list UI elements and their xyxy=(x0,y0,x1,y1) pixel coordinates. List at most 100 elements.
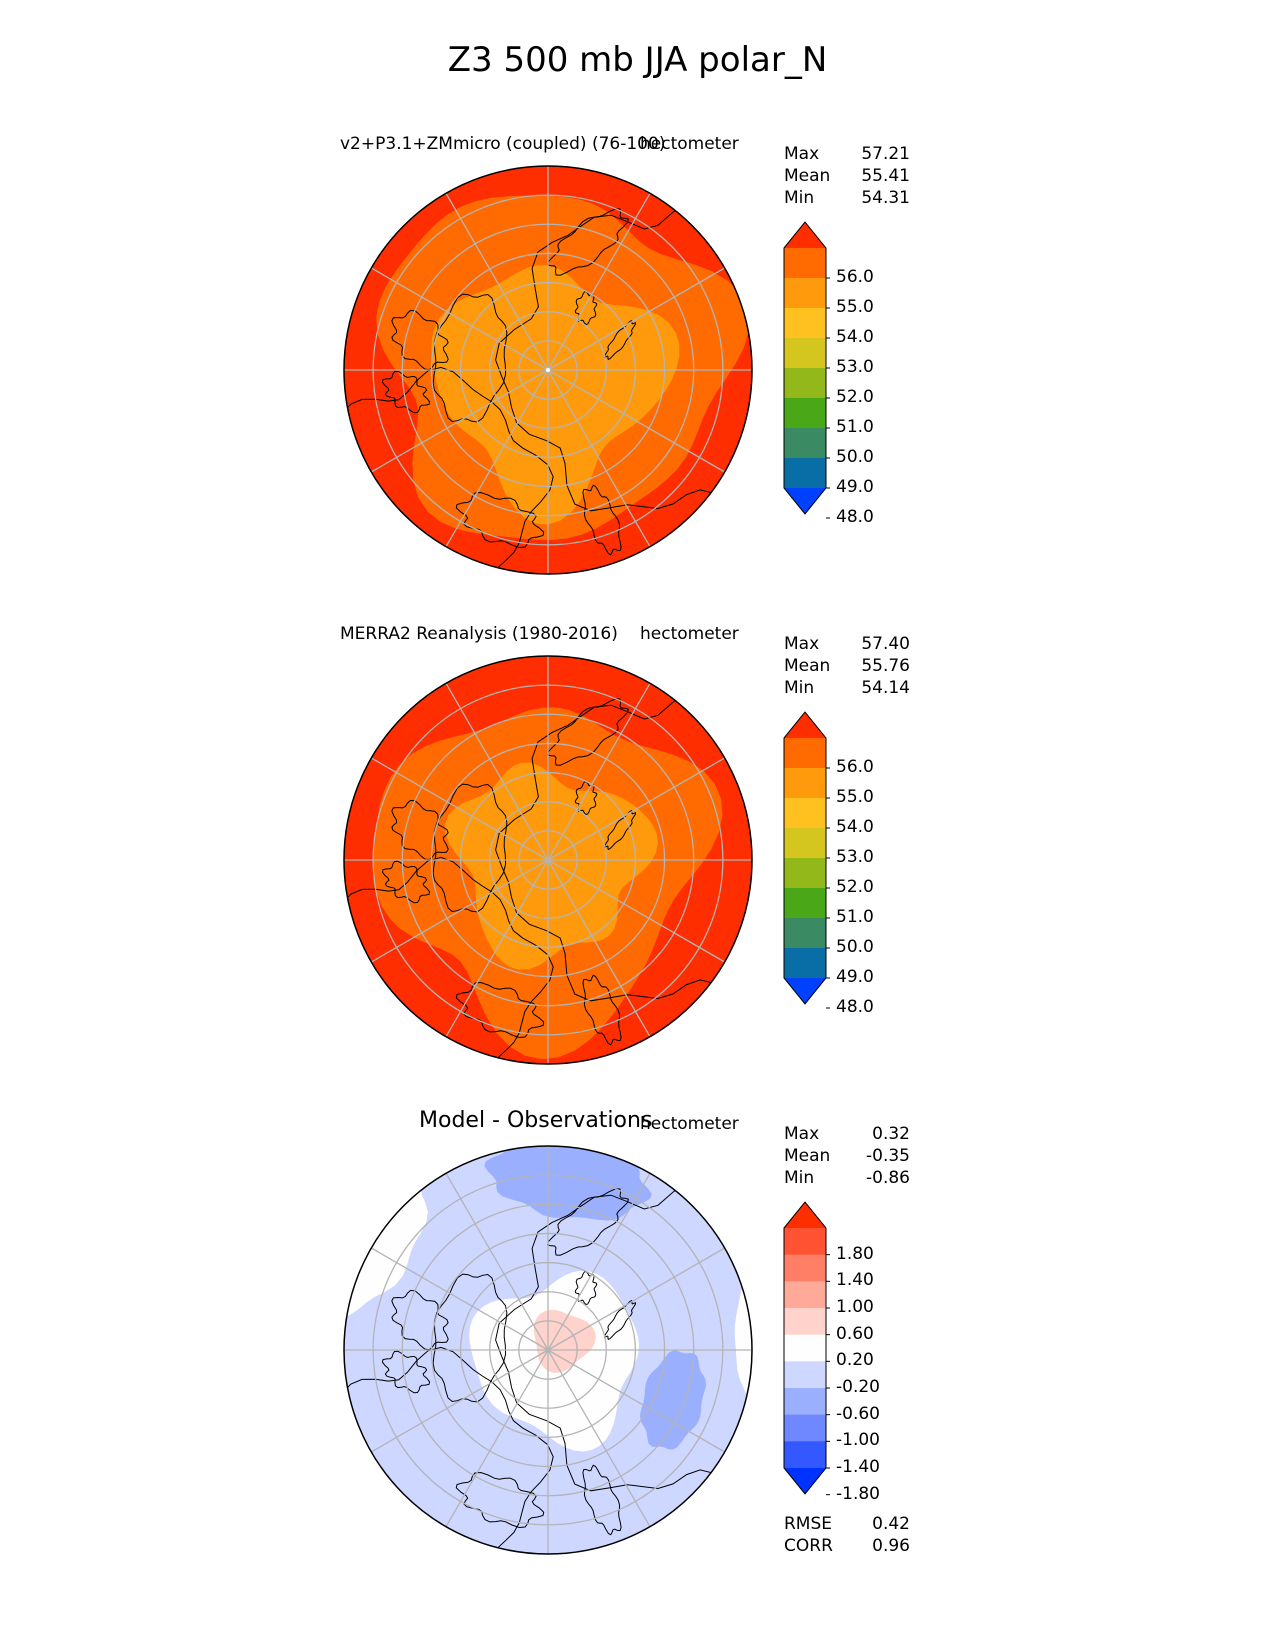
colorbar-bin xyxy=(784,1361,826,1389)
graticule xyxy=(344,1146,752,1554)
longitude-line xyxy=(445,1173,549,1351)
coastline xyxy=(603,809,637,851)
figure-title: Z3 500 mb JJA polar_N xyxy=(447,40,828,80)
colorbar-tick-label: 48.0 xyxy=(836,507,874,527)
colorbar-tick-label: 52.0 xyxy=(836,877,874,897)
colorbar-bin xyxy=(784,368,826,399)
colorbar-bin xyxy=(784,1254,826,1282)
panel-2-units: hectometer xyxy=(640,624,739,644)
colorbar-bin xyxy=(784,308,826,339)
coastline xyxy=(574,780,598,816)
colorbar-bin xyxy=(784,398,826,429)
longitude-line xyxy=(371,369,549,473)
map-boundary xyxy=(343,165,753,575)
colorbar-tick-label: 1.00 xyxy=(836,1297,874,1317)
colorbar-bin xyxy=(784,1281,826,1309)
panel-3-stat-value: -0.86 xyxy=(866,1168,910,1188)
corr-value: 0.96 xyxy=(872,1536,910,1556)
panel-1-stat-label: Max xyxy=(784,144,820,164)
colorbar-bin xyxy=(784,278,826,309)
longitude-line xyxy=(445,369,549,547)
colorbar-panel-2 xyxy=(783,711,830,1009)
longitude-line xyxy=(371,757,549,861)
colorbar-bin xyxy=(784,458,826,489)
coastline xyxy=(381,860,431,904)
panel-1-stat-label: Min xyxy=(784,188,815,208)
panel-1-stat-value: 57.21 xyxy=(861,144,910,164)
longitude-line xyxy=(547,369,651,547)
colorbar-tick-label: -0.60 xyxy=(836,1403,880,1424)
colorbar-bin xyxy=(784,1228,826,1256)
longitude-line xyxy=(445,193,549,371)
contour-fill xyxy=(533,1309,596,1373)
panel-3-stat-label: Mean xyxy=(784,1146,831,1166)
colorbar-extension-top xyxy=(784,1202,826,1228)
longitude-line xyxy=(371,267,549,371)
colorbar-tick-label: 52.0 xyxy=(836,387,874,407)
coastline xyxy=(381,1350,431,1394)
colorbar-tick-label: 54.0 xyxy=(836,817,874,837)
colorbar-bin xyxy=(784,888,826,919)
coastline xyxy=(582,974,622,1046)
contour-fill xyxy=(734,1279,752,1401)
colorbar-tick-label: 49.0 xyxy=(836,967,874,987)
colorbar-bin xyxy=(784,738,826,769)
coastline xyxy=(582,484,622,556)
coastline xyxy=(455,1471,545,1529)
coastline xyxy=(455,491,545,549)
panel-1-title: v2+P3.1+ZMmicro (coupled) (76-100) xyxy=(340,134,666,154)
panel-3-stat-value: -0.35 xyxy=(866,1146,910,1166)
colorbar-tick-label: 50.0 xyxy=(836,447,874,467)
colorbar-tick-label: 49.0 xyxy=(836,477,874,497)
colorbar-tick-label: 51.0 xyxy=(836,417,874,437)
map-field xyxy=(344,656,752,1064)
panel-2-stat-value: 55.76 xyxy=(861,656,910,676)
colorbar-tick-label: 0.60 xyxy=(836,1323,874,1344)
longitude-line xyxy=(547,859,651,1037)
panel-3-stat-value: 0.32 xyxy=(872,1124,910,1144)
coastline xyxy=(582,1464,622,1536)
longitude-line xyxy=(547,1349,651,1527)
longitude-line xyxy=(547,1349,725,1453)
colorbar-tick-label: 53.0 xyxy=(836,357,874,377)
panel-2-stat-label: Max xyxy=(784,634,820,654)
panel-1-stat-label: Mean xyxy=(784,166,831,186)
colorbar-bin xyxy=(784,918,826,949)
map-boundary xyxy=(343,1145,753,1555)
corr-label: CORR xyxy=(784,1536,833,1556)
map-panel-1 xyxy=(343,165,753,575)
colorbar-bin xyxy=(784,1414,826,1442)
panel-1-stat-value: 54.31 xyxy=(861,188,910,208)
longitude-line xyxy=(547,683,651,861)
coastline xyxy=(574,290,598,326)
colorbar-tick-label: 54.0 xyxy=(836,327,874,347)
colorbar-tick-label: 56.0 xyxy=(836,267,874,287)
longitude-line xyxy=(445,683,549,861)
colorbar-bin xyxy=(784,1441,826,1469)
colorbar-bin xyxy=(784,1388,826,1416)
colorbar-panel-1 xyxy=(783,221,830,519)
map-field xyxy=(344,166,752,574)
longitude-line xyxy=(371,1247,549,1351)
colorbar-tick-label: 1.40 xyxy=(836,1270,874,1291)
colorbar-tick-label: 53.0 xyxy=(836,847,874,867)
colorbar-tick-label: 55.0 xyxy=(836,297,874,317)
colorbar-panel-3 xyxy=(783,1201,830,1496)
panel-1-units: hectometer xyxy=(640,134,739,154)
colorbar-tick-label: 55.0 xyxy=(836,787,874,807)
panel-2-title: MERRA2 Reanalysis (1980-2016) xyxy=(340,624,618,644)
coastline xyxy=(603,1299,637,1341)
panel-3-title: Model - Observations xyxy=(419,1108,653,1133)
panel-3-stat-label: Max xyxy=(784,1124,820,1144)
colorbar-tick-label: 1.80 xyxy=(836,1243,874,1264)
colorbar-tick-label: -1.40 xyxy=(836,1457,880,1477)
coastline xyxy=(344,1346,554,1554)
longitude-line xyxy=(371,859,549,963)
longitude-line xyxy=(547,757,725,861)
colorbar-bin xyxy=(784,338,826,369)
longitude-line xyxy=(371,1349,549,1453)
colorbar-tick-label: 56.0 xyxy=(836,757,874,777)
colorbar-extension-bottom xyxy=(784,1468,826,1494)
coastline xyxy=(344,366,554,574)
